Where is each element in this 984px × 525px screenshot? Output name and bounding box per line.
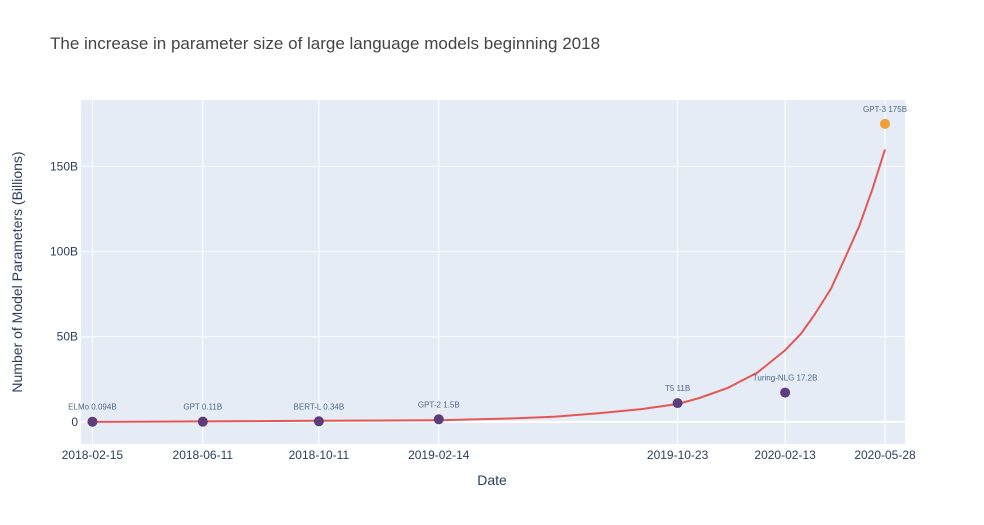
point-labels: ELMo 0.094B GPT 0.11B BERT-L 0.34B GPT-2 1.… [68,105,907,412]
data-point [197,416,208,427]
x-tick-label: 2018-02-15 [62,448,124,462]
data-point [87,416,98,427]
data-label: T5 11B [665,384,690,393]
data-label: GPT-3 175B [863,105,907,114]
y-tick-label: 150B [50,159,78,173]
y-tick-label: 100B [50,245,78,259]
data-point [433,414,444,425]
data-point-highlight [880,118,891,129]
data-label: GPT 0.11B [183,403,222,412]
x-tick-label: 2020-02-13 [754,448,816,462]
data-label: GPT-2 1.5B [418,400,460,409]
data-label: BERT-L 0.34B [294,402,345,411]
data-label: Turing-NLG 17.2B [753,374,818,383]
x-tick-label: 2020-05-28 [854,448,916,462]
data-point [672,398,683,409]
data-point [780,387,791,398]
x-tick-label: 2019-02-14 [408,448,470,462]
y-tick-label: 50B [57,330,78,344]
data-label: ELMo 0.094B [68,403,116,412]
x-tick-label: 2019-10-23 [647,448,709,462]
trend-line-group [92,149,886,423]
axis-ticks: 2018-02-15 2018-06-11 2018-10-11 2019-02-14… [50,159,916,462]
plot-background [81,100,905,444]
y-axis-title: Number of Model Parameters (Billions) [9,151,25,392]
y-tick-label: 0 [71,415,78,429]
chart-title: The increase in parameter size of large … [50,34,601,53]
x-tick-label: 2018-10-11 [289,448,350,462]
x-axis-title: Date [477,472,507,488]
data-points [87,118,891,427]
data-point [313,416,324,427]
x-tick-label: 2018-06-11 [173,448,234,462]
trend-line [92,149,886,423]
